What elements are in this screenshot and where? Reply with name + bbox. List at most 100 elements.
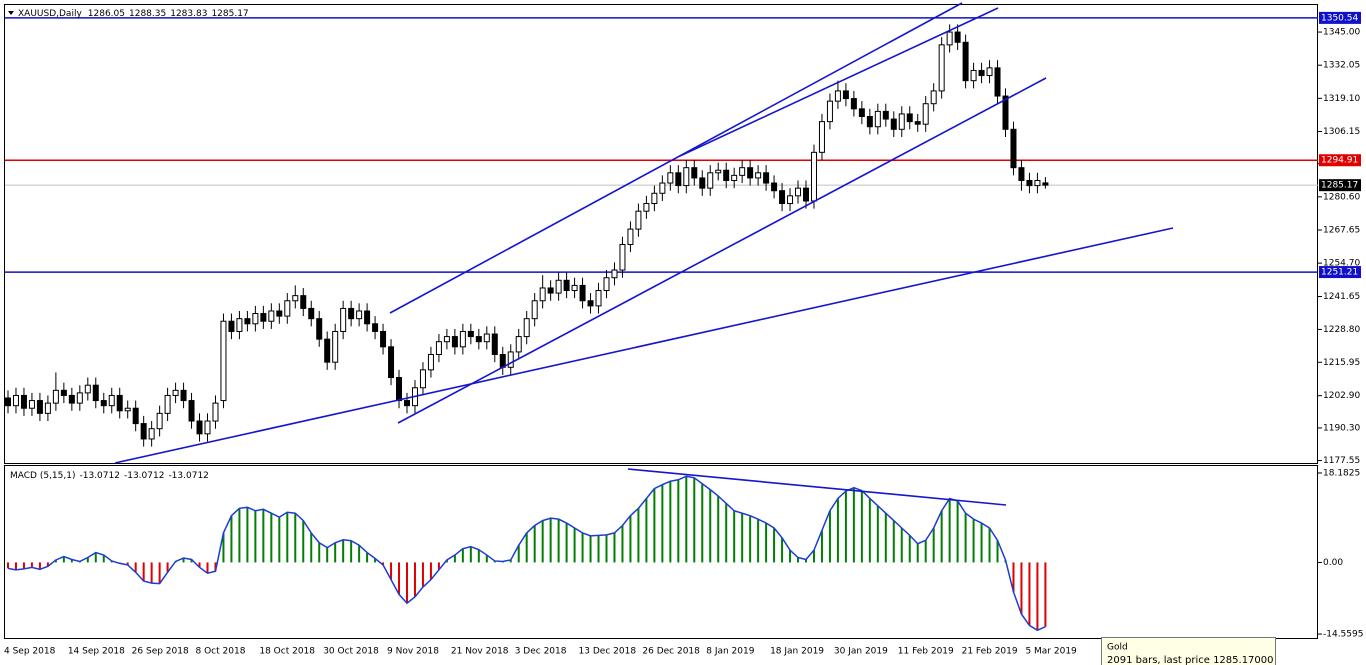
candle-body — [683, 167, 690, 187]
collapse-arrow[interactable] — [8, 11, 14, 15]
macd-bar — [916, 543, 919, 563]
macd-bar — [1020, 562, 1023, 615]
macd-bar — [693, 477, 696, 563]
candle-body — [228, 320, 235, 332]
x-tick-label: 30 Jan 2019 — [834, 647, 888, 657]
x-tick-label: 21 Nov 2018 — [451, 647, 509, 657]
macd-bar — [477, 549, 480, 563]
candle-body — [84, 384, 91, 394]
tooltip-box — [1101, 637, 1276, 665]
macd-bar — [1012, 562, 1015, 592]
macd-bar — [382, 562, 385, 565]
x-tick-label: 11 Feb 2019 — [898, 647, 954, 657]
macd-bar — [246, 507, 249, 563]
macd-bar — [278, 517, 281, 563]
candle-body — [962, 41, 969, 82]
macd-bar — [852, 487, 855, 563]
macd-bar — [126, 562, 129, 565]
macd-bar — [1028, 562, 1031, 626]
y-tick-label: 1215.95 — [1323, 358, 1360, 368]
candle-body — [627, 228, 634, 245]
candle-body — [491, 333, 498, 355]
candle-body — [388, 346, 395, 379]
macd-bar — [525, 532, 528, 563]
candle-body — [659, 182, 666, 194]
candle-body — [539, 287, 546, 302]
macd-bar — [645, 498, 648, 563]
y-tick-label: 1190.30 — [1323, 423, 1360, 433]
macd-bar — [892, 520, 895, 563]
header-open: 1286.05 — [88, 9, 125, 19]
macd-bar — [14, 562, 17, 570]
y-tick-label: 1319.10 — [1323, 94, 1360, 104]
candle-body — [739, 167, 746, 176]
candle-body — [635, 210, 642, 230]
tooltip-text: 2091 bars, last price 1285.17000 — [1107, 655, 1274, 665]
candle-body — [914, 121, 921, 125]
candle-body — [834, 90, 841, 102]
macd-bar — [350, 540, 353, 563]
candle-body — [364, 310, 371, 325]
macd-bar — [445, 559, 448, 563]
macd-hist: -13.0712 — [168, 471, 208, 481]
candle-body — [803, 187, 809, 202]
candle-body — [1042, 182, 1049, 186]
trendline — [389, 2, 963, 314]
candle-body — [699, 177, 706, 189]
y-tick-label: 1345.00 — [1323, 28, 1360, 38]
tooltip-title: Gold — [1107, 643, 1128, 653]
candle-body — [475, 336, 482, 343]
macd-bar — [62, 556, 65, 563]
macd-bar — [182, 558, 185, 563]
candle-body — [818, 121, 825, 153]
candle-body — [68, 394, 75, 404]
candle-body — [1034, 179, 1041, 187]
macd-bar — [437, 562, 440, 570]
candle-body — [164, 394, 171, 414]
macd-bar — [294, 513, 297, 563]
candle-body — [731, 174, 738, 181]
candle-body — [260, 313, 267, 322]
trendline — [679, 7, 999, 157]
candle-body — [100, 400, 107, 407]
macd-bar — [334, 542, 337, 563]
macd-bar — [900, 527, 903, 563]
macd-bar — [677, 479, 680, 563]
tooltip: Gold 2091 bars, last price 1285.17000 — [1101, 637, 1276, 665]
candle-body — [747, 167, 754, 179]
candle-body — [579, 284, 586, 302]
candle-body — [268, 310, 275, 322]
macd-bar — [166, 562, 169, 573]
candle-body — [954, 31, 961, 43]
candle-body — [252, 313, 259, 325]
macd-bar — [326, 547, 329, 563]
macd-bar — [46, 562, 49, 567]
candle-body — [898, 113, 905, 130]
macd-bar — [717, 496, 720, 563]
macd-bar — [956, 500, 959, 563]
price-level-label-bg — [1319, 179, 1361, 192]
candle-body — [715, 169, 722, 174]
macd-bar — [773, 527, 776, 563]
macd-bar — [924, 540, 927, 563]
macd-bar — [932, 527, 935, 563]
candle-body — [787, 195, 794, 205]
macd-bar — [533, 525, 536, 563]
macd-bar — [876, 505, 879, 563]
x-tick-label: 18 Jan 2019 — [770, 647, 824, 657]
candle-body — [826, 100, 833, 123]
macd-bar — [868, 498, 871, 563]
macd-bar — [613, 532, 616, 563]
x-tick-label: 21 Feb 2019 — [962, 647, 1018, 657]
candle-body — [515, 336, 522, 353]
candle-body — [188, 400, 195, 422]
macd-bar — [948, 498, 951, 563]
macd-bar — [605, 534, 608, 563]
candle-body — [882, 110, 889, 120]
candle-body — [1010, 128, 1017, 169]
candle-body — [356, 310, 363, 320]
candle-body — [372, 323, 379, 332]
price-level-label-bg — [1319, 11, 1361, 24]
macd-bar — [30, 562, 33, 568]
